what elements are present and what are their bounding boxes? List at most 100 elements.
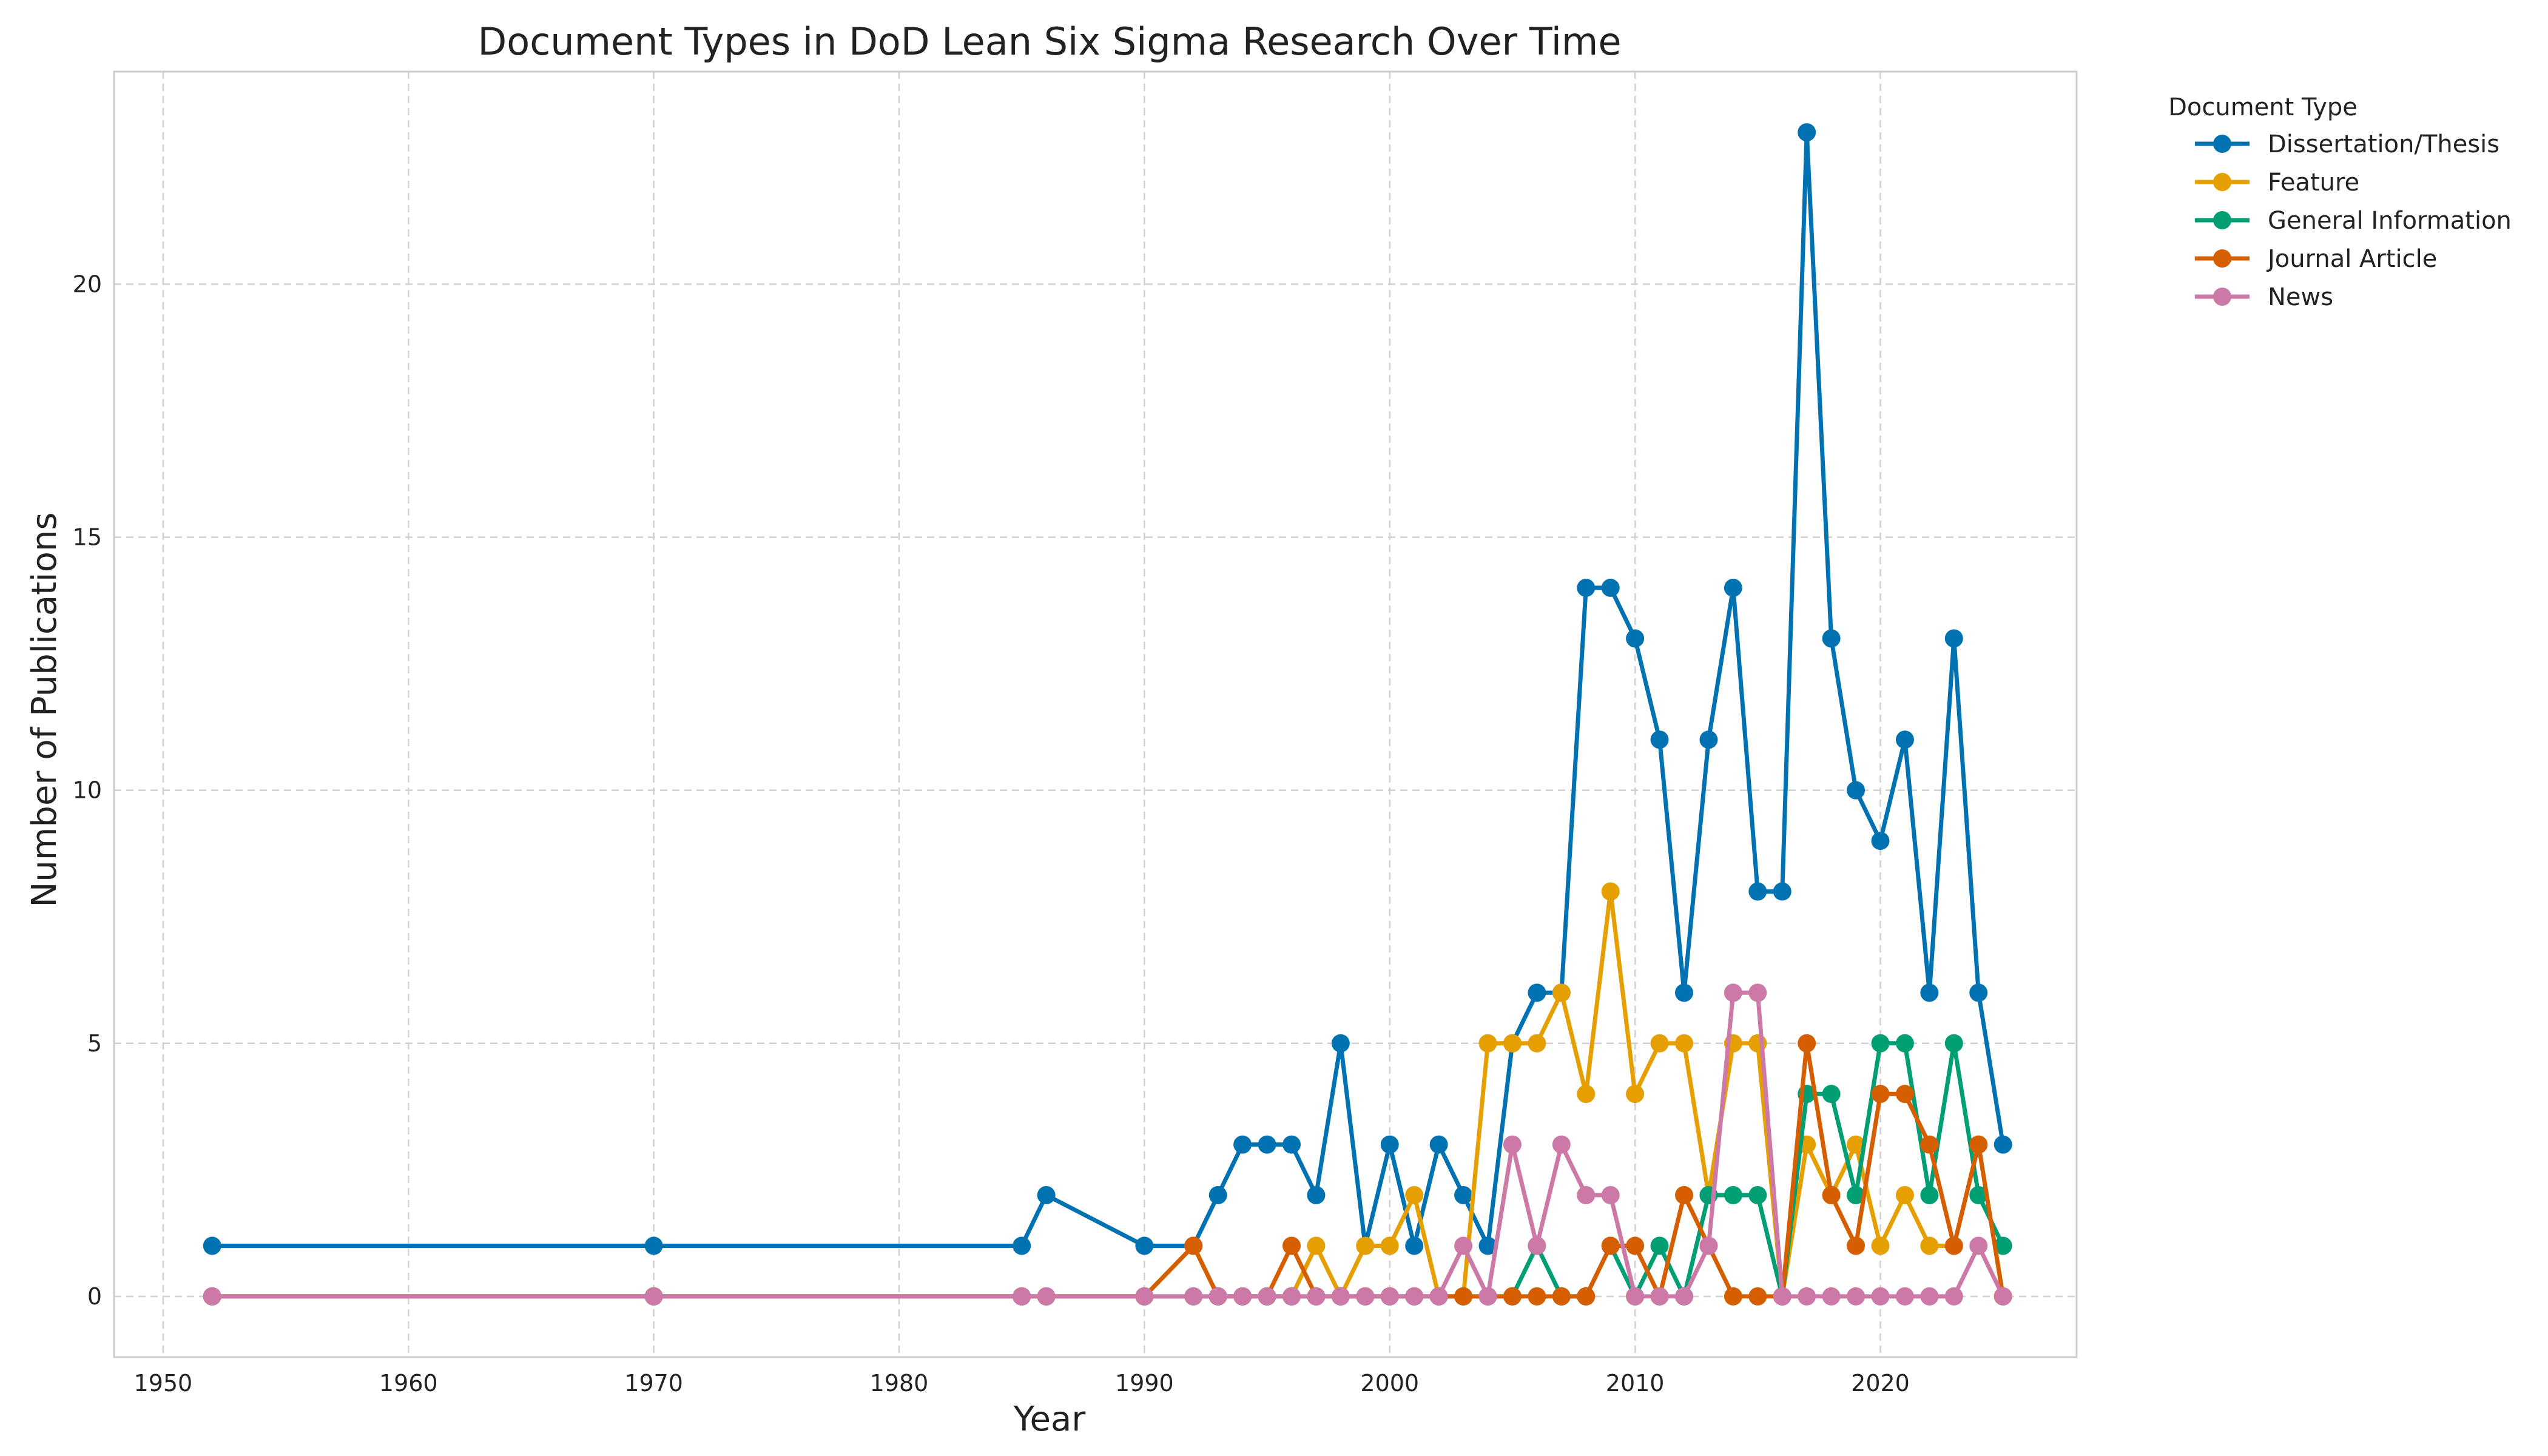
- y-tick-label: 20: [73, 271, 102, 297]
- x-tick-label: 1980: [870, 1370, 929, 1397]
- data-point: [1528, 1236, 1546, 1255]
- data-point: [1013, 1287, 1031, 1306]
- data-point: [1920, 983, 1939, 1002]
- data-point: [1528, 1287, 1546, 1306]
- chart-title: Document Types in DoD Lean Six Sigma Res…: [478, 19, 1622, 64]
- data-point: [1650, 1236, 1669, 1255]
- data-point: [1944, 1034, 1963, 1053]
- data-point: [203, 1287, 221, 1306]
- data-point: [1626, 1287, 1645, 1306]
- data-point: [1454, 1236, 1473, 1255]
- data-point: [644, 1236, 663, 1255]
- data-point: [1429, 1135, 1448, 1154]
- legend-label: Journal Article: [2266, 245, 2437, 273]
- data-point: [1601, 882, 1620, 901]
- legend-marker: [2213, 288, 2231, 306]
- data-point: [1822, 1186, 1841, 1205]
- data-point: [1626, 1085, 1645, 1104]
- data-point: [1847, 1135, 1866, 1154]
- data-point: [1454, 1186, 1473, 1205]
- x-tick-label: 1960: [379, 1370, 438, 1397]
- data-point: [1552, 1287, 1571, 1306]
- data-point: [1895, 1034, 1914, 1053]
- data-point: [1748, 882, 1767, 901]
- data-point: [1577, 1085, 1596, 1104]
- data-point: [1135, 1287, 1154, 1306]
- data-point: [1675, 983, 1693, 1002]
- data-point: [1503, 1135, 1522, 1154]
- data-point: [1013, 1236, 1031, 1255]
- data-point: [1331, 1034, 1350, 1053]
- data-point: [1552, 1135, 1571, 1154]
- data-point: [1429, 1287, 1448, 1306]
- data-point: [1233, 1287, 1252, 1306]
- data-point: [1405, 1236, 1424, 1255]
- data-point: [1871, 1034, 1890, 1053]
- data-point: [1895, 1287, 1914, 1306]
- data-point: [1405, 1186, 1424, 1205]
- y-tick-label: 5: [87, 1030, 102, 1057]
- data-point: [1871, 832, 1890, 851]
- data-point: [1994, 1135, 2012, 1154]
- data-point: [1994, 1287, 2012, 1306]
- plot-frame: [113, 70, 2078, 1358]
- legend: Document Type Dissertation/Thesis Feature…: [2168, 93, 2512, 311]
- data-point: [1994, 1236, 2012, 1255]
- x-tick-label: 1950: [134, 1370, 193, 1397]
- data-point: [1601, 578, 1620, 597]
- data-point: [644, 1287, 663, 1306]
- data-point: [1847, 781, 1866, 800]
- data-point: [1626, 1236, 1645, 1255]
- data-point: [1601, 1186, 1620, 1205]
- data-point: [1920, 1236, 1939, 1255]
- data-point: [1895, 730, 1914, 749]
- data-point: [1699, 730, 1718, 749]
- data-point: [1503, 1287, 1522, 1306]
- data-point: [1577, 1287, 1596, 1306]
- data-point: [1478, 1034, 1497, 1053]
- data-point: [1405, 1287, 1424, 1306]
- data-point: [1208, 1186, 1227, 1205]
- x-tick-label: 1990: [1115, 1370, 1174, 1397]
- data-point: [1822, 1287, 1841, 1306]
- data-point: [1331, 1287, 1350, 1306]
- data-point: [1773, 882, 1791, 901]
- data-point: [1650, 730, 1669, 749]
- data-point: [1675, 1034, 1693, 1053]
- plot-area: 1950 1960 1970 1980 1990 2000 2010 2020 0 5 10 15 20: [73, 70, 2078, 1397]
- data-point: [1356, 1236, 1375, 1255]
- data-point: [1528, 1034, 1546, 1053]
- data-point: [1380, 1287, 1399, 1306]
- data-point: [1037, 1287, 1056, 1306]
- x-tick-label: 1970: [624, 1370, 683, 1397]
- data-point: [1871, 1287, 1890, 1306]
- legend-label: News: [2268, 283, 2333, 311]
- data-point: [1871, 1085, 1890, 1104]
- legend-marker: [2213, 135, 2231, 153]
- data-point: [1478, 1236, 1497, 1255]
- series-line: [210, 889, 2006, 1299]
- data-point: [1675, 1287, 1693, 1306]
- data-point: [1258, 1287, 1276, 1306]
- data-point: [1847, 1287, 1866, 1306]
- data-point: [1895, 1085, 1914, 1104]
- series-line: [210, 1041, 2006, 1299]
- legend-marker: [2213, 173, 2231, 191]
- data-point: [1944, 629, 1963, 648]
- data-point: [1356, 1287, 1375, 1306]
- data-point: [1184, 1287, 1203, 1306]
- data-point: [1307, 1186, 1326, 1205]
- data-point: [203, 1236, 221, 1255]
- y-tick-label: 0: [87, 1283, 102, 1310]
- data-point: [1282, 1135, 1301, 1154]
- data-point: [1748, 983, 1767, 1002]
- y-axis-label: Number of Publications: [25, 512, 64, 907]
- data-point: [1577, 1186, 1596, 1205]
- data-point: [1847, 1186, 1866, 1205]
- data-point: [1748, 1287, 1767, 1306]
- y-tick-label: 15: [73, 524, 102, 551]
- data-point: [1552, 983, 1571, 1002]
- data-point: [1528, 983, 1546, 1002]
- data-point: [1969, 1135, 1988, 1154]
- data-point: [1135, 1236, 1154, 1255]
